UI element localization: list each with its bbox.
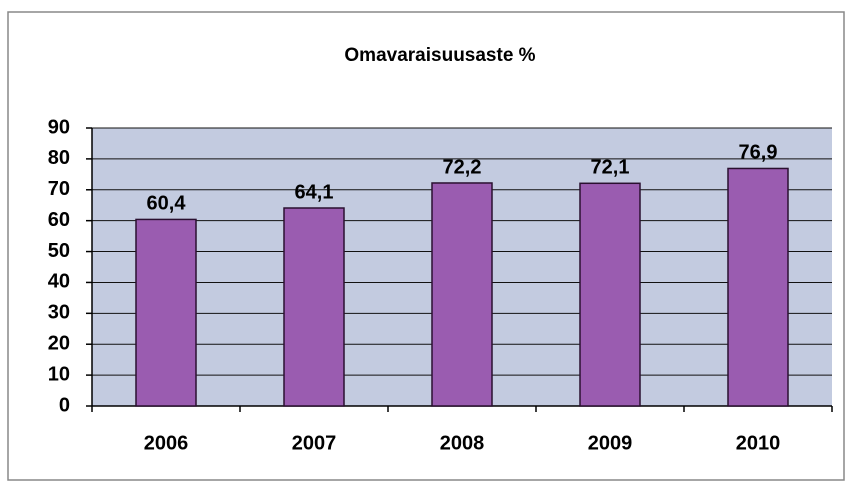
x-tick-label: 2009 xyxy=(588,432,633,454)
y-tick-label: 80 xyxy=(48,147,70,169)
x-tick-label: 2010 xyxy=(736,432,781,454)
x-tick-label: 2006 xyxy=(144,432,189,454)
y-tick-label: 90 xyxy=(48,116,70,138)
y-tick-label: 30 xyxy=(48,302,70,324)
y-tick-label: 60 xyxy=(48,209,70,231)
y-tick-label: 10 xyxy=(48,363,70,385)
value-label: 72,2 xyxy=(443,156,482,178)
bar xyxy=(579,182,641,407)
y-tick-label: 40 xyxy=(48,271,70,293)
value-label: 76,9 xyxy=(739,142,778,164)
x-tick-label: 2008 xyxy=(440,432,485,454)
y-tick-label: 20 xyxy=(48,333,70,355)
y-tick-label: 70 xyxy=(48,178,70,200)
bar xyxy=(135,218,197,407)
value-label: 72,1 xyxy=(591,157,630,179)
value-label: 64,1 xyxy=(295,181,334,203)
y-tick-label: 0 xyxy=(59,394,70,416)
bar xyxy=(283,207,345,407)
chart-title: Omavaraisuusaste % xyxy=(344,45,535,66)
bar xyxy=(727,167,789,407)
bar xyxy=(431,182,493,407)
x-tick-label: 2007 xyxy=(292,432,337,454)
value-label: 60,4 xyxy=(147,193,187,215)
y-tick-label: 50 xyxy=(48,240,70,262)
